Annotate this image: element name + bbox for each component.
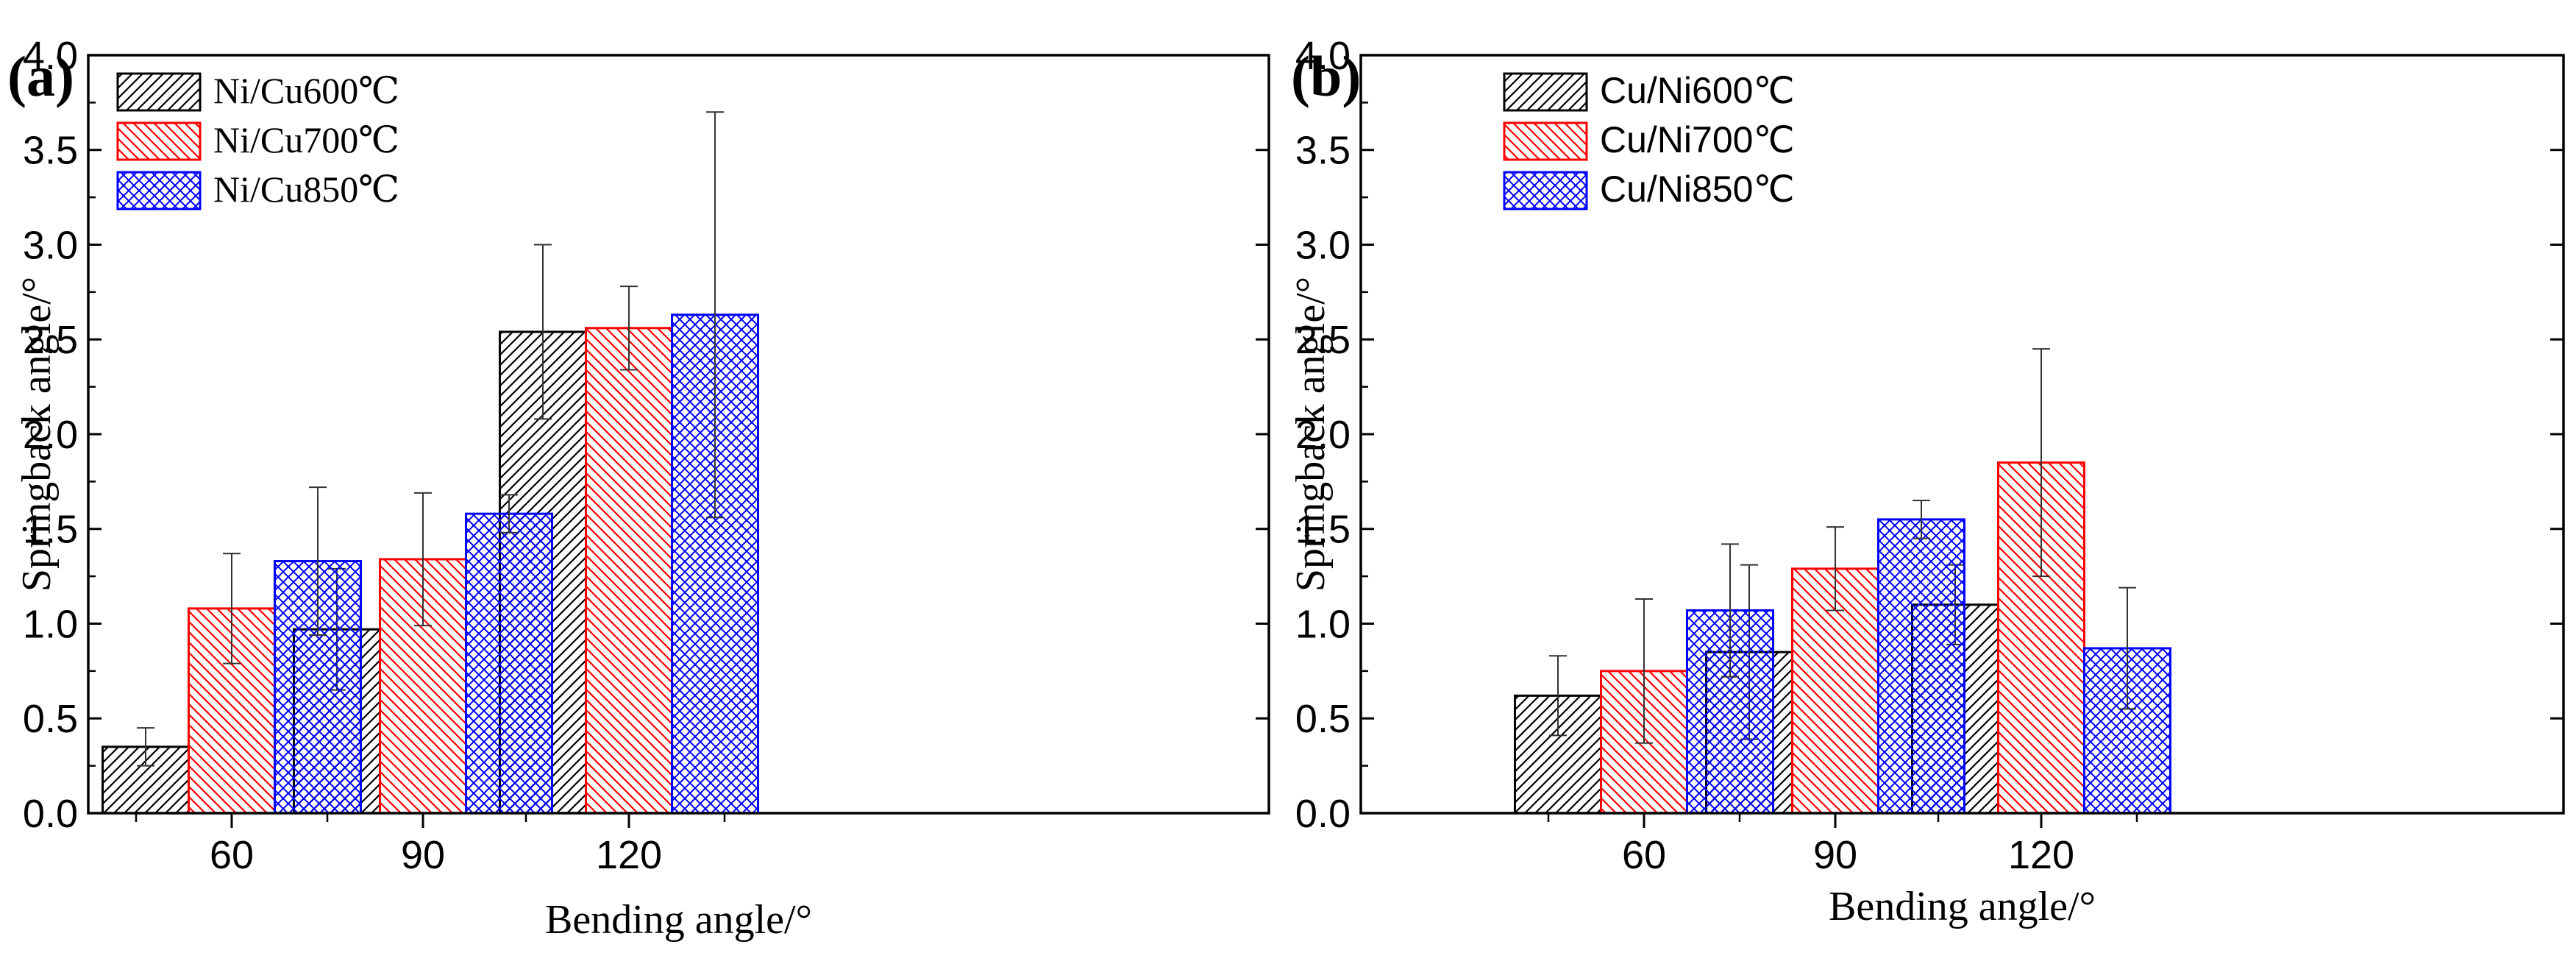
y-tick-label: 2.0 [23,413,78,457]
y-tick-label: 2.5 [1295,318,1351,362]
legend-swatch [1503,121,1588,161]
y-tick-label: 3.5 [23,129,78,173]
y-tick-label: 1.0 [23,602,78,646]
x-axis-label: Bending angle/° [545,897,812,943]
legend-label: Ni/Cu850℃ [213,169,399,210]
legend-label: Ni/Cu700℃ [213,119,399,160]
y-tick-label: 2.5 [23,318,78,362]
legend-swatch [1503,72,1588,112]
y-axis-label: Springback angle/° [14,277,60,592]
y-tick-label: 3.0 [1295,223,1351,267]
x-tick-label: 90 [401,833,445,877]
x-axis-label: Bending angle/° [1829,884,2096,929]
legend-swatch [116,171,202,210]
chart-panel-a: (a) 0.0 0.5 1.0 1.5 2.0 2.5 3.0 3.5 4.0 60 90 120 Spr… [7,34,1270,943]
x-tick-label: 120 [596,833,662,877]
y-tick-label: 0.5 [23,697,78,741]
legend-swatch [116,121,202,161]
legend-label: Cu/Ni600℃ [1600,70,1795,111]
y-tick-label: 3.0 [23,223,78,267]
y-tick-label: 1.5 [1295,508,1351,552]
y-tick-label: 1.0 [1295,602,1351,646]
bar [1877,518,1965,815]
plot-frame [87,54,1270,815]
y-tick-label: 4.0 [23,34,78,78]
y-tick-label: 4.0 [1295,34,1351,78]
y-tick-label: 2.0 [1295,413,1351,457]
x-tick-label: 60 [1622,833,1666,877]
bar [585,327,673,815]
y-tick-label: 0.5 [1295,697,1351,741]
y-tick-label: 0.0 [23,792,78,836]
legend-label: Cu/Ni700℃ [1600,119,1795,160]
legend-swatch [116,72,202,112]
chart-panel-b: (b) 0.0 0.5 1.0 1.5 2.0 2.5 3.0 3.5 4.0 60 90 120 Spr… [1288,34,2565,929]
y-axis-label: Springback angle/° [1288,277,1334,592]
bar [465,512,553,815]
y-tick-label: 3.5 [1295,129,1351,173]
panel-label: (b) [1291,44,1361,108]
legend-label: Ni/Cu600℃ [213,70,399,111]
x-tick-label: 60 [210,833,254,877]
x-tick-label: 90 [1813,833,1857,877]
legend-label: Cu/Ni850℃ [1600,169,1795,210]
y-tick-label: 1.5 [23,508,78,552]
panel-label: (a) [7,44,74,108]
legend-swatch [1503,171,1588,210]
plot-frame [1359,54,2565,815]
x-tick-label: 120 [2008,833,2074,877]
y-tick-label: 0.0 [1295,792,1351,836]
